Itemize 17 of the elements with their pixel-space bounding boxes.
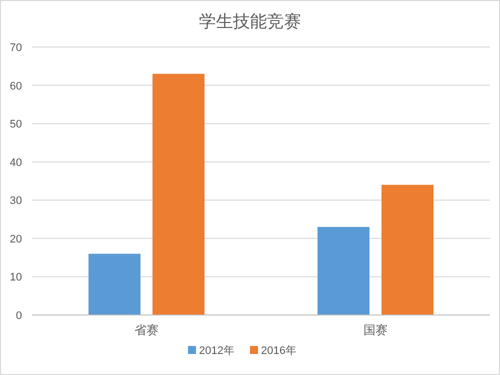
y-tick-label: 60 [10, 80, 22, 92]
y-tick-label: 20 [10, 233, 22, 246]
bar [152, 74, 204, 315]
bar [318, 226, 370, 315]
y-tick-label: 0 [16, 310, 22, 322]
y-tick-label: 70 [10, 42, 22, 54]
bar [382, 184, 434, 315]
y-tick-label: 40 [10, 156, 22, 169]
x-tick-label: 国赛 [364, 323, 388, 337]
y-tick-label: 30 [10, 195, 22, 208]
bar [88, 254, 140, 315]
legend-label: 2016年 [261, 345, 296, 357]
y-tick-label: 10 [10, 272, 22, 284]
x-tick-label: 省赛 [134, 323, 158, 337]
y-tick-label: 50 [10, 118, 22, 131]
legend-label: 2012年 [199, 345, 234, 357]
chart-title: 学生技能竞赛 [199, 12, 301, 31]
